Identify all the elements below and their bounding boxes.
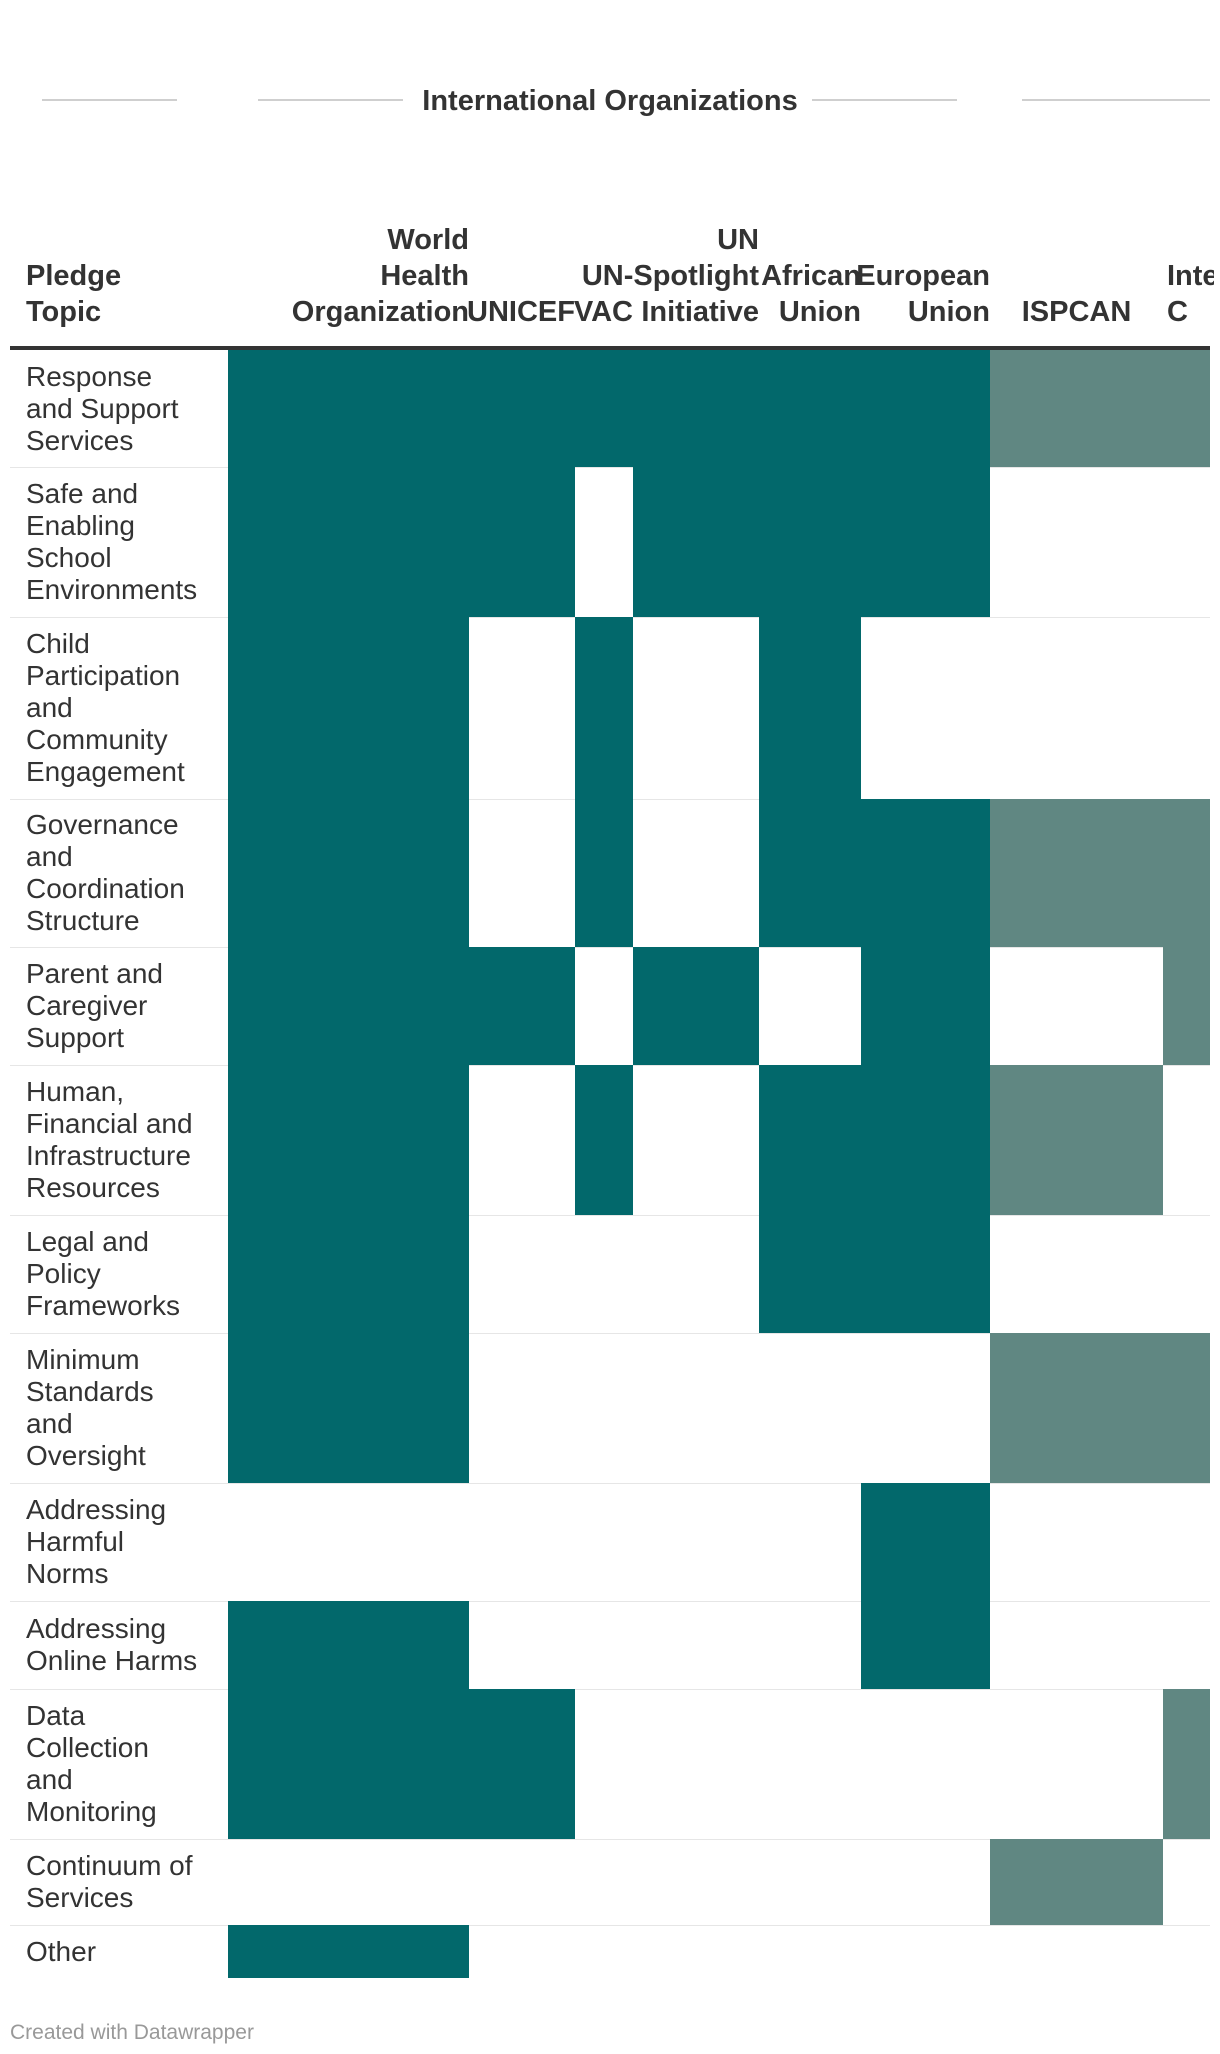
heatmap-cell-r0-c1 bbox=[469, 350, 575, 467]
heatmap-cell-r6-c4 bbox=[759, 1215, 861, 1333]
heatmap-cell-r4-c0 bbox=[228, 947, 469, 1065]
heatmap-cell-r0-c0 bbox=[228, 350, 469, 467]
heatmap-cell-r0-c2 bbox=[575, 350, 633, 467]
row-separator-6 bbox=[10, 1215, 1210, 1216]
heatmap-cell-r2-c2 bbox=[575, 617, 633, 799]
heatmap-cell-r5-c4 bbox=[759, 1065, 861, 1215]
heatmap-cell-r3-c5 bbox=[861, 799, 990, 947]
heatmap-cell-r1-c1 bbox=[469, 467, 575, 617]
row-label-5: Human, Financial and Infrastructure Reso… bbox=[26, 1076, 193, 1203]
group-rule-right-2 bbox=[1022, 99, 1210, 101]
heatmap-cell-r1-c4 bbox=[759, 467, 861, 617]
row-label-12: Other bbox=[26, 1935, 97, 1967]
heatmap-cell-r6-c5 bbox=[861, 1215, 990, 1333]
heatmap-cell-r10-c1 bbox=[469, 1689, 575, 1839]
heatmap-cell-r0-c7 bbox=[1163, 350, 1210, 467]
heatmap-cell-r5-c5 bbox=[861, 1065, 990, 1215]
row-label-7: Minimum Standards and Oversight bbox=[26, 1344, 154, 1471]
heatmap-cell-r0-c3 bbox=[633, 350, 759, 467]
heatmap-cell-r2-c0 bbox=[228, 617, 469, 799]
row-label-2: Child Participation and Community Engage… bbox=[26, 628, 185, 787]
heatmap-cell-r4-c7 bbox=[1163, 947, 1210, 1065]
column-header-7: Inte C bbox=[1167, 260, 1214, 328]
heatmap-cell-r1-c0 bbox=[228, 467, 469, 617]
heatmap-cell-r7-c6 bbox=[990, 1333, 1163, 1483]
row-label-0: Response and Support Services bbox=[26, 360, 179, 456]
row-separator-7 bbox=[10, 1333, 1210, 1334]
heatmap-cell-r9-c5 bbox=[861, 1601, 990, 1689]
heatmap-cell-r4-c1 bbox=[469, 947, 575, 1065]
column-header-2: VAC bbox=[573, 296, 633, 328]
column-header-6: ISPCAN bbox=[1021, 296, 1132, 328]
column-header-0: World Health Organization bbox=[291, 224, 469, 328]
heatmap-cell-r0-c5 bbox=[861, 350, 990, 467]
heatmap-cell-r4-c5 bbox=[861, 947, 990, 1065]
heatmap-cell-r11-c6 bbox=[990, 1839, 1163, 1925]
footer-credit: Created with Datawrapper bbox=[10, 2021, 254, 2044]
column-header-4: African Union bbox=[761, 260, 861, 328]
heatmap-cell-r3-c7 bbox=[1163, 799, 1210, 947]
heatmap-cell-r6-c0 bbox=[228, 1215, 469, 1333]
heatmap-cell-r10-c0 bbox=[228, 1689, 469, 1839]
row-separator-10 bbox=[10, 1689, 1210, 1690]
heatmap-cell-r3-c0 bbox=[228, 799, 469, 947]
group-rule-left-1 bbox=[42, 99, 177, 101]
row-header-label: Pledge Topic bbox=[26, 260, 122, 328]
row-separator-12 bbox=[10, 1925, 1210, 1926]
row-separator-4 bbox=[10, 947, 1210, 948]
header-divider bbox=[10, 346, 1210, 350]
row-separator-8 bbox=[10, 1483, 1210, 1484]
group-rule-right-1 bbox=[812, 99, 957, 101]
heatmap-cell-r5-c0 bbox=[228, 1065, 469, 1215]
heatmap-cell-r1-c3 bbox=[633, 467, 759, 617]
row-separator-9 bbox=[10, 1601, 1210, 1602]
heatmap-cell-r5-c2 bbox=[575, 1065, 633, 1215]
row-label-8: Addressing Harmful Norms bbox=[26, 1494, 167, 1589]
row-label-9: Addressing Online Harms bbox=[26, 1613, 198, 1676]
row-label-3: Governance and Coordination Structure bbox=[26, 809, 185, 936]
row-label-6: Legal and Policy Frameworks bbox=[26, 1226, 181, 1321]
row-label-10: Data Collection and Monitoring bbox=[26, 1700, 157, 1827]
row-separator-11 bbox=[10, 1839, 1210, 1840]
column-header-1: UNICEF bbox=[467, 296, 575, 328]
column-group-title: International Organizations bbox=[422, 85, 798, 117]
heatmap-cell-r9-c0 bbox=[228, 1601, 469, 1689]
heatmap-cell-r2-c4 bbox=[759, 617, 861, 799]
heatmap-cell-r10-c7 bbox=[1163, 1689, 1210, 1839]
heatmap-cell-r3-c4 bbox=[759, 799, 861, 947]
row-label-11: Continuum of Services bbox=[26, 1850, 193, 1913]
column-header-5: European Union bbox=[856, 260, 990, 328]
column-header-3: UN UN-Spotlight Initiative bbox=[581, 224, 759, 328]
row-label-1: Safe and Enabling School Environments bbox=[26, 478, 198, 605]
heatmap-cell-r4-c3 bbox=[633, 947, 759, 1065]
heatmap-cell-r0-c4 bbox=[759, 350, 861, 467]
row-separator-1 bbox=[10, 467, 1210, 468]
group-rule-left-2 bbox=[258, 99, 403, 101]
heatmap-cell-r7-c0 bbox=[228, 1333, 469, 1483]
heatmap-cell-r7-c7 bbox=[1163, 1333, 1210, 1483]
heatmap-cell-r8-c5 bbox=[861, 1483, 990, 1601]
heatmap-cell-r12-c0 bbox=[228, 1925, 469, 1978]
row-label-4: Parent and Caregiver Support bbox=[26, 958, 163, 1053]
heatmap-cell-r1-c5 bbox=[861, 467, 990, 617]
heatmap-cell-r5-c6 bbox=[990, 1065, 1163, 1215]
heatmap-cell-r3-c6 bbox=[990, 799, 1163, 947]
heatmap-cell-r0-c6 bbox=[990, 350, 1163, 467]
heatmap-cell-r3-c2 bbox=[575, 799, 633, 947]
